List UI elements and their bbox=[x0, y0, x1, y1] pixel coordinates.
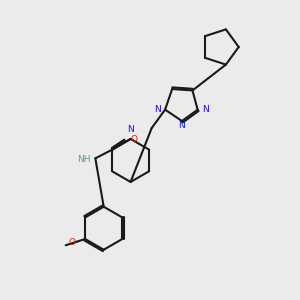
Text: N: N bbox=[202, 104, 208, 113]
Text: NH: NH bbox=[77, 155, 90, 164]
Text: N: N bbox=[178, 121, 185, 130]
Text: N: N bbox=[127, 125, 134, 134]
Text: O: O bbox=[68, 238, 76, 247]
Text: O: O bbox=[130, 135, 137, 144]
Text: N: N bbox=[154, 104, 161, 113]
